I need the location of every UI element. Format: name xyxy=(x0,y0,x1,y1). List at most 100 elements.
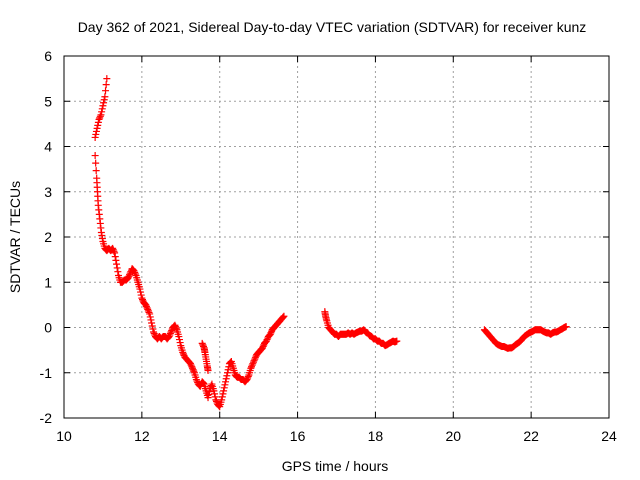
data-point xyxy=(199,379,207,387)
data-point xyxy=(218,393,226,401)
data-point xyxy=(102,81,110,89)
data-point xyxy=(205,391,213,399)
data-point xyxy=(147,316,155,324)
data-point xyxy=(179,350,187,358)
data-point xyxy=(248,363,256,371)
data-point xyxy=(220,387,228,395)
data-point xyxy=(91,152,99,160)
data-point xyxy=(250,357,258,365)
x-tick-label: 20 xyxy=(445,428,461,444)
data-point xyxy=(176,339,184,347)
data-point xyxy=(93,124,101,132)
data-point xyxy=(130,267,138,275)
data-point xyxy=(259,344,267,352)
data-point xyxy=(215,402,223,410)
data-point xyxy=(188,363,196,371)
data-point xyxy=(143,304,151,312)
data-point xyxy=(131,268,139,276)
data-point xyxy=(112,256,120,264)
y-tick-label: 1 xyxy=(44,274,52,290)
data-point xyxy=(168,327,176,335)
data-point xyxy=(148,319,156,327)
data-point xyxy=(218,396,226,404)
chart-title: Day 362 of 2021, Sidereal Day-to-day VTE… xyxy=(78,19,587,35)
grid-lines xyxy=(64,56,609,418)
data-point xyxy=(146,313,154,321)
y-axis-label: SDTVAR / TECUs xyxy=(7,181,23,293)
data-point xyxy=(150,330,158,338)
data-point xyxy=(263,336,271,344)
data-point xyxy=(249,360,257,368)
x-tick-label: 10 xyxy=(56,428,72,444)
data-point xyxy=(187,361,195,369)
x-tick-label: 18 xyxy=(368,428,384,444)
y-tick-label: 0 xyxy=(44,320,52,336)
data-point xyxy=(247,364,255,372)
data-point xyxy=(144,307,152,315)
data-point xyxy=(244,374,252,382)
data-point xyxy=(111,249,119,257)
data-point xyxy=(189,366,197,374)
data-point xyxy=(227,358,235,366)
data-point xyxy=(262,337,270,345)
data-point xyxy=(204,366,212,374)
data-point xyxy=(267,329,275,337)
data-point xyxy=(124,274,132,282)
data-point xyxy=(224,369,231,377)
data-point xyxy=(144,305,152,313)
data-point xyxy=(223,372,231,380)
data-point xyxy=(198,339,206,347)
x-tick-label: 22 xyxy=(523,428,539,444)
data-point xyxy=(101,93,109,101)
data-point xyxy=(171,321,179,329)
x-axis-label: GPS time / hours xyxy=(282,458,389,474)
data-point xyxy=(166,330,174,338)
data-point xyxy=(92,127,100,135)
y-tick-label: 3 xyxy=(44,184,52,200)
data-point xyxy=(211,390,219,398)
data-point xyxy=(179,348,187,356)
data-point xyxy=(146,310,154,318)
data-point xyxy=(167,328,175,336)
data-point xyxy=(248,361,256,369)
data-point xyxy=(138,294,146,302)
data-point xyxy=(113,264,121,272)
data-point xyxy=(205,388,213,396)
data-point xyxy=(266,330,274,338)
data-point xyxy=(279,313,287,321)
data-point xyxy=(187,360,195,368)
data-point xyxy=(165,333,173,341)
data-point xyxy=(212,397,220,405)
data-point xyxy=(139,296,147,304)
data-point xyxy=(259,342,267,350)
data-point xyxy=(211,393,219,401)
y-tick-label: -2 xyxy=(40,410,53,426)
data-point xyxy=(92,159,100,167)
data-point xyxy=(142,302,150,310)
data-point xyxy=(175,336,183,344)
data-point xyxy=(103,75,111,83)
data-point xyxy=(210,387,218,395)
data-point xyxy=(137,288,145,296)
data-point xyxy=(199,342,207,350)
data-point xyxy=(279,314,287,322)
data-point xyxy=(192,376,200,384)
data-point xyxy=(100,96,108,104)
data-point xyxy=(111,253,119,261)
data-point xyxy=(100,99,108,107)
data-point xyxy=(219,390,227,398)
data-point xyxy=(190,367,198,375)
data-point xyxy=(225,363,233,371)
data-point xyxy=(96,114,104,122)
y-tick-label: 2 xyxy=(44,229,52,245)
data-point xyxy=(188,364,196,372)
data-point xyxy=(562,323,570,331)
data-point xyxy=(125,272,133,280)
data-point xyxy=(149,325,157,333)
data-points xyxy=(91,75,570,411)
x-tick-label: 16 xyxy=(290,428,306,444)
data-point xyxy=(204,394,212,402)
